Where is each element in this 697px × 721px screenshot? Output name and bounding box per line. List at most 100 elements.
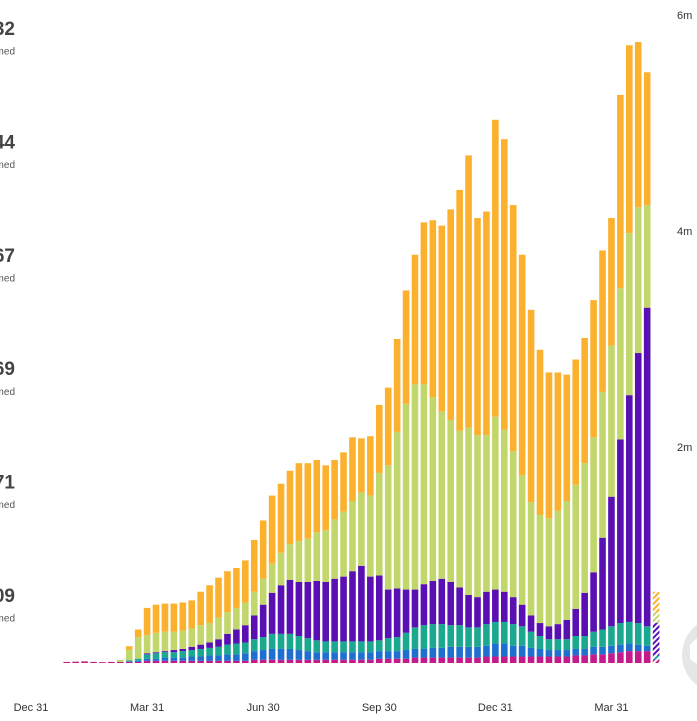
bar-segment	[420, 657, 428, 663]
bar-segment	[518, 604, 526, 627]
bar-segment	[572, 655, 580, 663]
bar-segment	[349, 659, 356, 663]
bar-segment	[402, 589, 410, 633]
bar-segment	[349, 571, 356, 642]
bar-segment	[527, 647, 535, 657]
bar-segment	[268, 495, 276, 564]
bar-segment	[617, 652, 624, 663]
bar-segment	[161, 652, 169, 658]
bar-segment	[384, 658, 392, 663]
bar-segment	[483, 211, 490, 436]
bar-segment	[134, 637, 142, 659]
bar-segment	[188, 600, 196, 629]
bar-segment	[626, 45, 633, 234]
chat-bubble-bg[interactable]	[682, 617, 697, 693]
bar-segment	[563, 656, 571, 663]
bar-segment	[295, 636, 303, 651]
bar-segment	[242, 653, 249, 661]
bar-segment	[617, 623, 624, 645]
bar-segment	[384, 387, 392, 466]
chat-button[interactable]	[682, 617, 697, 693]
bar-segment	[465, 427, 472, 595]
bar-segment	[420, 584, 428, 626]
bar-segment	[206, 642, 213, 648]
bar-segment	[456, 625, 463, 647]
bar-segment	[206, 655, 213, 661]
bar-segment	[286, 544, 294, 580]
bar-segment	[349, 437, 356, 501]
bar-segment	[643, 645, 651, 652]
bar-segment	[268, 563, 276, 593]
bar-segment	[134, 629, 142, 638]
bar-segment	[500, 643, 508, 657]
bar-segment	[492, 621, 499, 644]
bar-segment	[411, 627, 419, 649]
side-label: med	[0, 160, 15, 171]
bar-segment	[277, 659, 285, 663]
bar-segment	[393, 588, 401, 638]
bar-segment	[590, 631, 597, 647]
bar-segment	[340, 641, 347, 653]
bar-segment	[224, 654, 231, 661]
bar-segment	[393, 658, 401, 663]
bar-segment	[456, 587, 463, 626]
bar-segment	[411, 589, 419, 628]
bar-segment	[590, 646, 597, 655]
bar-segment	[134, 658, 142, 661]
bar-segment	[375, 658, 383, 663]
chat-icon[interactable]	[690, 637, 697, 664]
bar-segment	[429, 624, 437, 648]
side-value: 67	[0, 246, 15, 267]
bar-segment	[331, 659, 338, 663]
bar-segment	[545, 626, 553, 640]
side-value: 09	[0, 586, 15, 607]
bar-segment	[277, 648, 285, 660]
bar-segment	[483, 656, 490, 663]
bar-segment	[152, 632, 160, 653]
bar-segment	[197, 656, 204, 661]
bar-segment	[411, 384, 419, 590]
bar-segment	[268, 659, 276, 663]
bar-segment	[617, 288, 624, 440]
bar-segment	[536, 623, 544, 636]
bar-segment	[197, 660, 204, 663]
bar-segment	[259, 650, 267, 660]
bar-segment	[500, 621, 508, 644]
bar-segment	[474, 657, 481, 663]
bar-segment	[617, 644, 624, 653]
bar-segment	[411, 254, 419, 385]
bar-segment	[277, 585, 285, 634]
bar-segment	[197, 644, 204, 649]
bar-segment	[447, 209, 455, 420]
bar-segment	[599, 654, 606, 663]
bar-segment	[152, 652, 160, 654]
bar-segment	[599, 646, 606, 655]
bar-segment	[117, 659, 124, 662]
bar-segment	[518, 475, 526, 605]
bar-segment	[197, 591, 204, 626]
bar-segment	[429, 657, 437, 663]
bar-segment	[81, 661, 88, 663]
bar-segment	[233, 629, 240, 644]
bar-segment	[643, 651, 651, 663]
bar-segment	[277, 483, 285, 553]
bar-segment	[590, 300, 597, 438]
bar-segment	[179, 657, 187, 661]
bar-segment	[563, 501, 571, 620]
bar-segment	[626, 621, 633, 644]
bar-segment	[411, 648, 419, 658]
bar-segment	[626, 395, 633, 622]
bar-segment	[179, 660, 187, 663]
bar-segment	[233, 654, 240, 661]
bar-segment	[286, 659, 294, 663]
bar-segment	[367, 436, 374, 496]
bar-segment	[304, 651, 312, 660]
bar-segment	[456, 657, 463, 663]
bar-segment	[563, 650, 571, 657]
bar-segment	[233, 567, 240, 608]
bar-segment	[322, 641, 329, 653]
bar-segment	[518, 656, 526, 663]
bar-segment	[420, 625, 428, 649]
bar-segment	[125, 649, 133, 661]
bar-segment	[483, 624, 490, 646]
